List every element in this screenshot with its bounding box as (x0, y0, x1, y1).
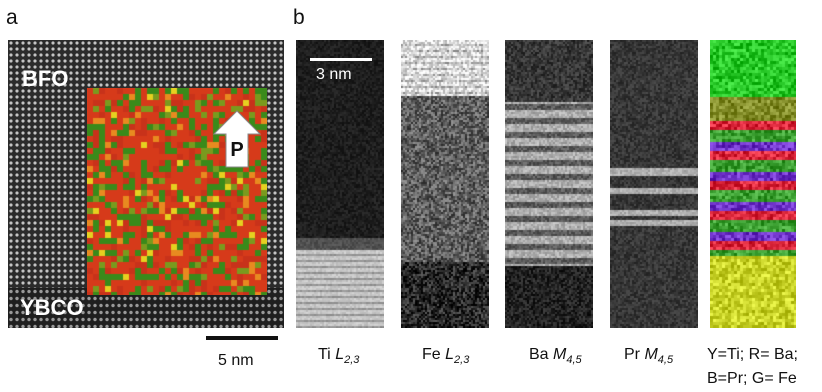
ba-map-strip (505, 40, 593, 328)
scale-bar-b (310, 58, 372, 61)
ti-map-strip (296, 40, 384, 328)
composite-map-strip (710, 40, 796, 328)
scale-bar-a-label: 5 nm (218, 352, 254, 369)
arrow-label: P (230, 139, 243, 161)
pr-caption: Pr M4,5 (624, 346, 674, 367)
fe-map-strip (401, 40, 489, 328)
ybco-label: YBCO (20, 295, 84, 320)
ti-caption: Ti L2,3 (318, 346, 360, 367)
pr-map-strip (610, 40, 698, 328)
polarization-arrow-icon: P (213, 110, 261, 168)
bfo-label: BFO (22, 66, 69, 91)
scale-bar-a (206, 336, 278, 340)
panel-a-haadf-image: BFO YBCO P (8, 40, 284, 328)
composite-caption-line-1: Y=Ti; R= Ba; (707, 346, 798, 363)
composite-caption-line-2: B=Pr; G= Fe (707, 370, 797, 387)
ba-caption: Ba M4,5 (529, 346, 582, 367)
scale-bar-b-label: 3 nm (316, 66, 352, 83)
fe-caption: Fe L2,3 (422, 346, 470, 367)
panel-b-letter: b (293, 6, 305, 29)
panel-a-letter: a (6, 6, 18, 29)
